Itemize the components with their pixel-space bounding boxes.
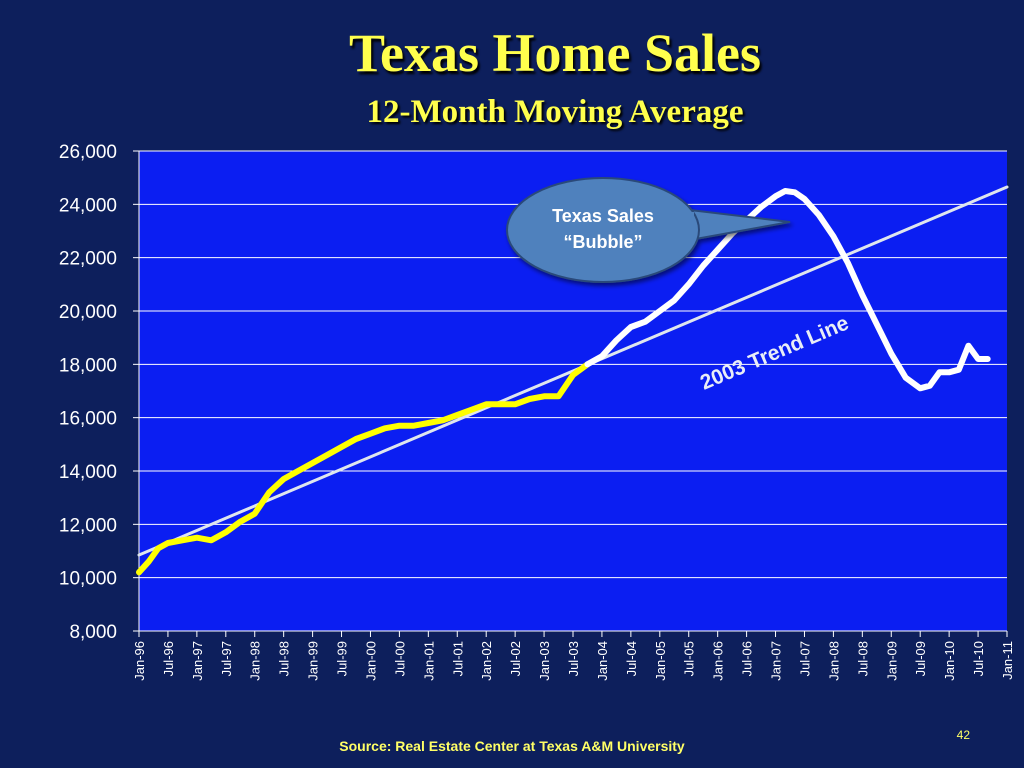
source-note: Source: Real Estate Center at Texas A&M … xyxy=(339,738,685,754)
callout-text: “Bubble” xyxy=(564,232,643,252)
y-tick-label: 22,000 xyxy=(59,249,117,270)
y-tick-label: 16,000 xyxy=(59,409,117,430)
x-tick-label: Jan-97 xyxy=(190,641,205,681)
x-tick-label: Jul-04 xyxy=(624,641,639,676)
callout-ellipse xyxy=(506,177,700,283)
x-tick-label: Jan-99 xyxy=(306,641,321,681)
callout-text: Texas Sales xyxy=(552,206,654,226)
x-tick-label: Jul-02 xyxy=(508,641,523,676)
x-tick-label: Jan-09 xyxy=(884,641,899,681)
y-tick-label: 24,000 xyxy=(59,195,117,216)
trend-line xyxy=(137,185,1009,557)
x-tick-label: Jul-01 xyxy=(450,641,465,676)
y-tick-label: 12,000 xyxy=(59,515,117,536)
slide-subtitle: 12-Month Moving Average xyxy=(366,94,744,130)
slide-title: Texas Home Sales xyxy=(348,23,761,83)
bubble-callout xyxy=(506,177,791,283)
y-tick-label: 10,000 xyxy=(59,569,117,590)
x-tick-label: Jan-98 xyxy=(248,641,263,681)
x-tick-label: Jan-07 xyxy=(769,641,784,681)
page-number: 42 xyxy=(956,728,970,742)
x-tick-label: Jul-08 xyxy=(855,641,870,676)
x-tick-label: Jul-96 xyxy=(161,641,176,676)
y-tick-label: 26,000 xyxy=(59,142,117,163)
x-tick-label: Jul-00 xyxy=(392,641,407,676)
x-tick-label: Jul-97 xyxy=(219,641,234,676)
x-tick-label: Jan-02 xyxy=(479,641,494,681)
x-tick-label: Jan-11 xyxy=(1000,641,1015,680)
x-tick-label: Jul-07 xyxy=(797,641,812,676)
y-tick-label: 18,000 xyxy=(59,355,117,376)
x-tick-label: Jan-06 xyxy=(711,641,726,681)
x-tick-label: Jan-03 xyxy=(537,641,552,681)
y-tick-label: 8,000 xyxy=(69,622,117,643)
x-tick-label: Jul-09 xyxy=(913,641,928,676)
sales-line-yellow xyxy=(136,361,591,576)
x-tick-label: Jul-05 xyxy=(682,641,697,676)
x-tick-label: Jul-98 xyxy=(277,641,292,676)
x-tick-label: Jan-05 xyxy=(653,641,668,681)
y-tick-label: 20,000 xyxy=(59,302,117,323)
sales-line-white xyxy=(584,188,991,392)
x-tick-label: Jan-96 xyxy=(132,641,147,681)
x-tick-label: Jul-03 xyxy=(566,641,581,676)
x-tick-label: Jul-10 xyxy=(971,641,986,676)
x-tick-label: Jan-08 xyxy=(826,641,841,681)
x-tick-label: Jan-01 xyxy=(421,641,436,681)
x-tick-label: Jul-99 xyxy=(335,641,350,676)
y-tick-label: 14,000 xyxy=(59,462,117,483)
x-tick-label: Jul-06 xyxy=(740,641,755,676)
x-tick-label: Jan-00 xyxy=(363,641,378,681)
x-tick-label: Jan-04 xyxy=(595,641,610,681)
x-tick-label: Jan-10 xyxy=(942,641,957,681)
